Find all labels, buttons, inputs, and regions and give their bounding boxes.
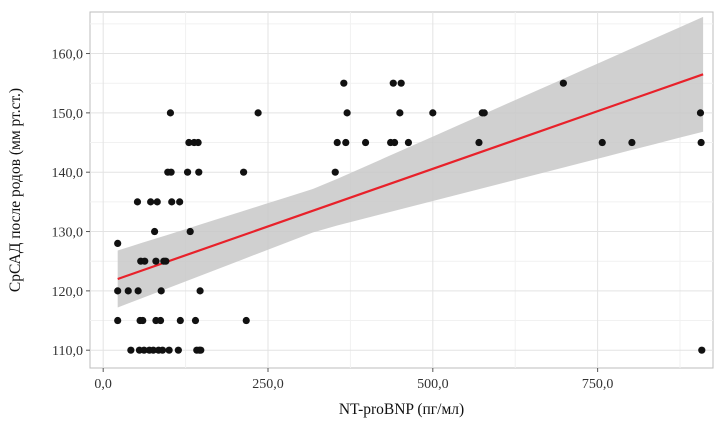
data-point	[342, 138, 350, 147]
data-point	[127, 346, 135, 354]
x-tick-label: 0,0	[94, 377, 112, 392]
data-point	[361, 138, 370, 147]
data-point	[168, 198, 176, 206]
data-point	[698, 346, 706, 354]
data-point	[124, 287, 132, 295]
data-point	[396, 109, 404, 117]
data-point	[134, 287, 142, 295]
data-point	[696, 109, 705, 117]
data-point	[114, 239, 122, 247]
data-point	[183, 168, 192, 176]
data-point	[254, 109, 262, 117]
y-tick-label: 140,0	[52, 166, 84, 181]
data-point	[475, 138, 483, 147]
data-point	[176, 316, 184, 325]
y-axis-ticks: 110,0 120,0 130,0 140,0 150,0 160,0	[52, 48, 90, 359]
data-point	[343, 109, 351, 117]
data-point	[140, 346, 148, 354]
data-point	[397, 79, 405, 87]
data-point	[559, 79, 567, 87]
data-point	[196, 287, 204, 295]
data-point	[152, 257, 160, 265]
x-axis-ticks: 0,0 250,0 500,0 750,0	[94, 368, 613, 392]
data-point	[167, 168, 175, 176]
data-point	[242, 316, 250, 325]
data-point	[157, 287, 165, 295]
confidence-band	[117, 16, 704, 308]
regression-line	[117, 73, 704, 281]
data-point	[149, 346, 157, 354]
data-point	[153, 198, 161, 206]
data-point	[114, 316, 122, 325]
y-axis-label: СрСАД после родов (мм рт.ст.)	[7, 88, 24, 292]
x-axis-label: NT-proBNP (пг/мл)	[339, 401, 464, 418]
y-tick-label: 120,0	[52, 285, 84, 300]
data-point	[156, 316, 165, 325]
data-point	[141, 257, 149, 265]
data-point	[114, 287, 122, 295]
data-point	[166, 109, 175, 117]
data-point	[194, 138, 202, 147]
data-point	[186, 227, 194, 236]
x-tick-label: 750,0	[582, 377, 614, 392]
x-tick-label: 250,0	[252, 377, 284, 392]
data-point	[165, 346, 173, 354]
data-point	[697, 138, 705, 147]
data-point	[628, 138, 636, 147]
data-point	[195, 168, 203, 176]
data-point	[158, 346, 167, 354]
data-point	[174, 346, 182, 354]
y-tick-label: 130,0	[52, 226, 84, 241]
y-tick-label: 150,0	[52, 107, 84, 122]
data-point	[390, 138, 399, 147]
data-point	[197, 346, 205, 354]
data-point	[404, 138, 413, 147]
data-point	[151, 227, 159, 236]
data-point	[147, 198, 155, 206]
data-point	[139, 316, 147, 325]
data-point	[389, 79, 397, 87]
data-point	[429, 109, 437, 117]
data-point	[162, 257, 170, 265]
y-tick-label: 160,0	[52, 48, 84, 63]
data-point	[133, 198, 142, 206]
data-point	[331, 168, 339, 176]
data-point	[240, 168, 248, 176]
data-point	[191, 316, 200, 325]
data-point	[340, 79, 348, 87]
data-point	[176, 198, 184, 206]
data-points	[114, 79, 706, 354]
data-point	[598, 138, 606, 147]
y-tick-label: 110,0	[52, 344, 83, 359]
data-point	[480, 109, 488, 117]
data-point	[185, 138, 193, 147]
data-point	[333, 138, 341, 147]
x-tick-label: 500,0	[417, 377, 449, 392]
